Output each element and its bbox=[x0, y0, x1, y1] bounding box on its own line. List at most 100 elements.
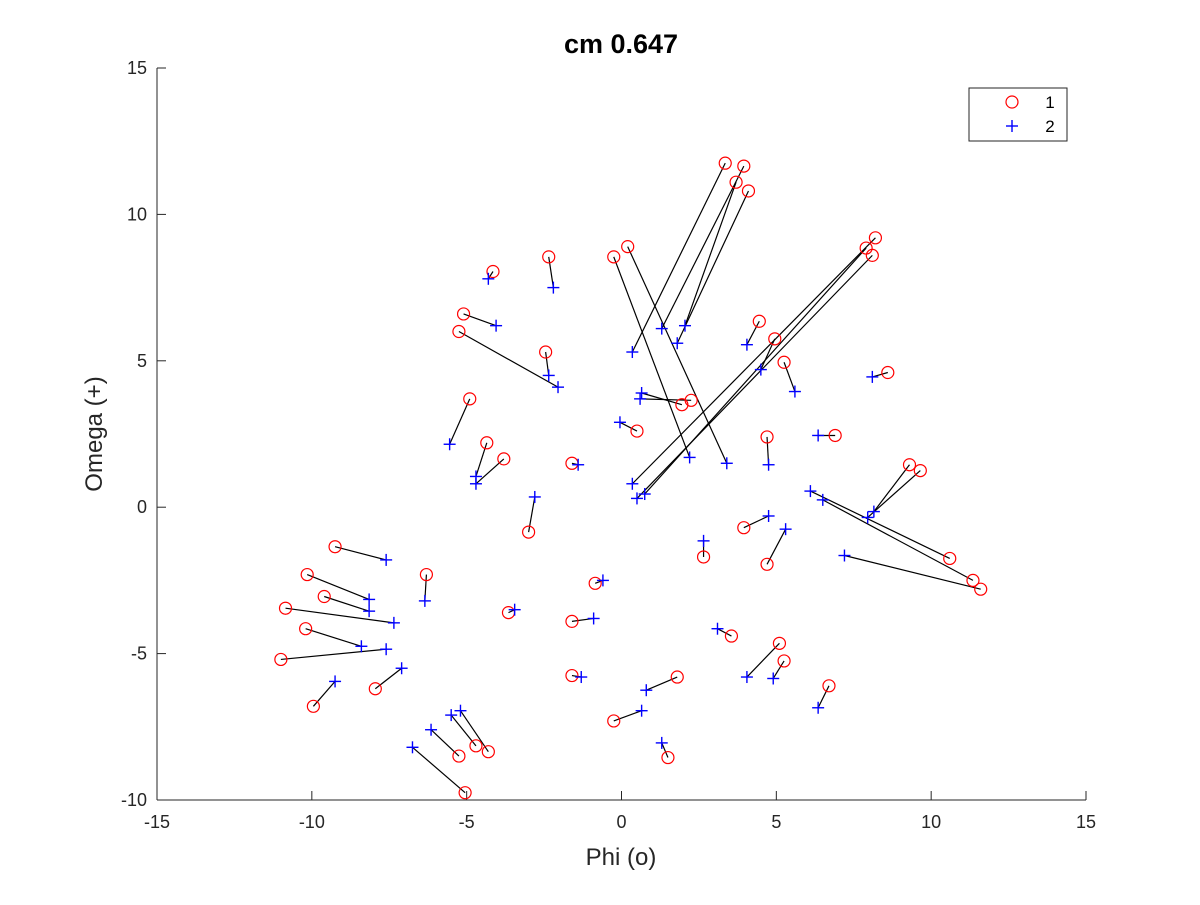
series-2-point bbox=[740, 671, 753, 684]
series-1-point bbox=[741, 184, 756, 198]
series-1-point bbox=[822, 679, 836, 693]
series-1-point bbox=[868, 231, 883, 245]
series-2-point bbox=[638, 488, 651, 501]
series-2-point bbox=[697, 534, 710, 547]
series-2-point bbox=[655, 322, 668, 335]
connector-line bbox=[817, 685, 830, 709]
series-1-point bbox=[497, 452, 511, 466]
series-1-point bbox=[565, 614, 579, 628]
series-2-point bbox=[655, 736, 668, 749]
series-1-point bbox=[718, 156, 732, 170]
series-2-point bbox=[767, 672, 780, 685]
legend-label-2: 2 bbox=[1045, 117, 1054, 136]
x-tick-label: 10 bbox=[921, 812, 941, 832]
connector-line bbox=[619, 421, 638, 432]
connector-line bbox=[459, 710, 489, 753]
series-2-point bbox=[363, 605, 376, 618]
legend-marker-2 bbox=[1006, 120, 1018, 132]
series-1-point bbox=[966, 573, 980, 588]
x-tick-label: -15 bbox=[144, 812, 170, 832]
series-2-point bbox=[572, 458, 585, 471]
connector-line bbox=[613, 710, 642, 722]
series-1-point bbox=[696, 550, 711, 564]
connector-line bbox=[810, 490, 951, 559]
series-1-point bbox=[760, 557, 774, 571]
series-2-point bbox=[740, 338, 753, 351]
chart-title: cm 0.647 bbox=[564, 29, 678, 59]
connector-line bbox=[280, 648, 387, 661]
series-1-point bbox=[565, 668, 579, 683]
connector-line bbox=[872, 371, 888, 378]
series-1-point bbox=[463, 392, 477, 406]
series-2-point bbox=[635, 704, 648, 717]
series-2-point bbox=[469, 477, 482, 490]
series-2-point bbox=[490, 319, 503, 332]
series-1-point bbox=[542, 250, 556, 264]
series-1-point bbox=[760, 430, 774, 444]
series-1-point bbox=[621, 240, 635, 254]
connector-line bbox=[613, 256, 691, 458]
series-1-point bbox=[588, 576, 602, 590]
series-2-point bbox=[445, 709, 458, 722]
connector-line bbox=[312, 681, 336, 707]
connector-line bbox=[766, 528, 787, 565]
series-1-point bbox=[670, 670, 684, 684]
connector-line bbox=[783, 362, 796, 392]
series-1-point bbox=[317, 589, 331, 604]
series-2-point bbox=[387, 616, 400, 629]
y-axis-label: Omega (+) bbox=[81, 376, 108, 491]
connector-line bbox=[463, 313, 497, 327]
y-tick-label: 15 bbox=[127, 58, 147, 78]
series-2-point bbox=[542, 369, 555, 382]
x-tick-label: 0 bbox=[616, 812, 626, 832]
connector-line bbox=[305, 628, 362, 647]
series-2-point bbox=[678, 319, 691, 332]
series-2-point bbox=[587, 612, 600, 625]
series-1-point bbox=[539, 345, 553, 359]
connector-line bbox=[676, 190, 750, 344]
connector-line bbox=[306, 573, 370, 600]
series-2-point bbox=[812, 701, 825, 714]
connector-line bbox=[646, 676, 678, 691]
series-2-point bbox=[867, 505, 880, 518]
legend-label-1: 1 bbox=[1045, 93, 1054, 112]
series-2-point bbox=[861, 511, 874, 524]
connector-line bbox=[285, 607, 394, 624]
series-2-point bbox=[380, 553, 393, 566]
connector-line bbox=[640, 398, 692, 401]
series-1-point bbox=[913, 464, 927, 478]
series-1-point bbox=[777, 654, 791, 668]
series-2-point bbox=[683, 451, 696, 464]
connector-line bbox=[487, 271, 494, 280]
y-tick-label: 5 bbox=[137, 351, 147, 371]
series-2-point bbox=[329, 675, 342, 688]
series-2-point bbox=[634, 392, 647, 405]
connector-line bbox=[844, 554, 981, 590]
connector-line bbox=[374, 667, 403, 690]
series-2-point bbox=[754, 363, 767, 376]
connector-line bbox=[644, 247, 867, 495]
series-2-point bbox=[711, 622, 724, 635]
series-1-point bbox=[278, 601, 293, 615]
connector-line bbox=[641, 392, 683, 406]
connector-line bbox=[772, 660, 785, 679]
series-2-point bbox=[380, 643, 393, 656]
series-1-point bbox=[521, 525, 536, 539]
series-2-point bbox=[482, 272, 495, 285]
x-tick-label: 5 bbox=[771, 812, 781, 832]
series-1-point bbox=[768, 332, 782, 346]
series-1-point bbox=[661, 750, 675, 765]
series-1-point bbox=[300, 567, 314, 582]
series-2-point bbox=[762, 458, 775, 471]
series-1-point bbox=[684, 393, 698, 407]
series-2-point bbox=[443, 438, 456, 451]
connector-line bbox=[631, 162, 726, 353]
connector-line bbox=[449, 398, 471, 445]
x-axis-label: Phi (o) bbox=[586, 844, 657, 871]
series-1-point bbox=[777, 355, 791, 369]
series-2-point bbox=[454, 704, 467, 717]
connector-line bbox=[627, 246, 728, 464]
series-1-point bbox=[729, 175, 743, 189]
x-tick-label: -5 bbox=[459, 812, 475, 832]
